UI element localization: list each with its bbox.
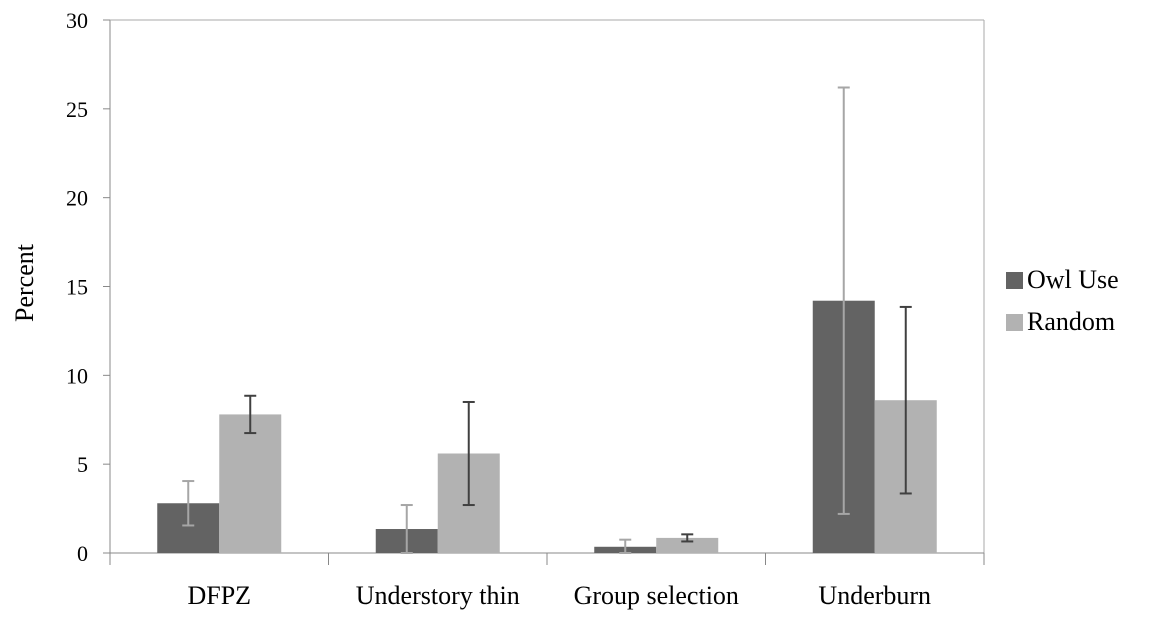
legend-label-random: Random [1027,307,1116,336]
y-tick-label: 20 [66,186,88,211]
y-tick-label: 15 [66,275,88,300]
x-tick-label: DFPZ [187,581,251,610]
x-tick-label: Underburn [818,581,931,610]
y-tick-label: 0 [77,541,88,566]
legend-swatch-random [1006,313,1023,331]
legend: Owl Use Random [1006,259,1119,343]
error-bars [182,86,912,554]
y-axis-label: Percent [10,243,39,322]
y-tick-label: 5 [77,452,88,477]
x-tick-label: Understory thin [356,581,520,610]
bars [157,300,937,553]
y-tick-label: 30 [66,8,88,33]
bar [219,414,282,553]
legend-item-owl-use: Owl Use [1006,259,1119,301]
legend-swatch-owl-use [1006,271,1023,289]
legend-item-random: Random [1006,301,1119,343]
y-axis: 0 5 10 15 20 25 30 [66,8,985,566]
legend-label-owl-use: Owl Use [1027,265,1119,294]
x-tick-label: Group selection [574,581,739,610]
y-tick-label: 10 [66,363,88,388]
y-tick-label: 25 [66,97,88,122]
x-axis: DFPZ Understory thin Group selection Underb… [109,552,985,610]
bar [656,537,719,553]
